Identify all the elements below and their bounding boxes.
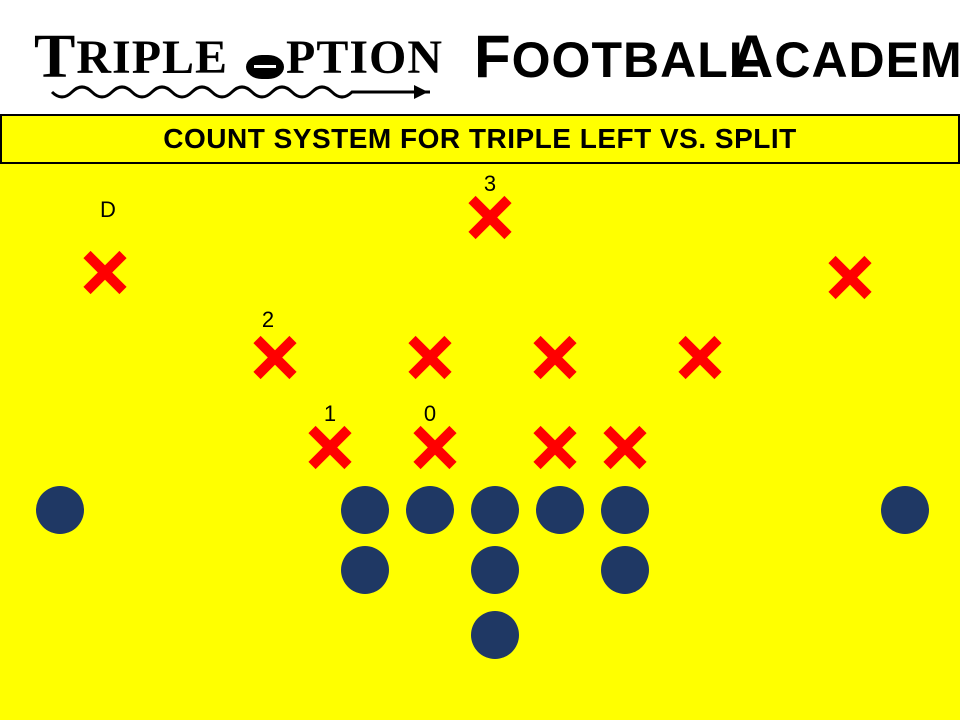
defender-dl-r2 bbox=[601, 424, 649, 477]
defender-dl-1 bbox=[306, 424, 354, 477]
logo-word-football: FOOTBALL bbox=[474, 22, 760, 91]
count-label-lbl-3: 3 bbox=[484, 171, 496, 197]
offender-lg bbox=[406, 486, 454, 534]
offender-lt bbox=[341, 486, 389, 534]
logo-rest-option: PTION bbox=[286, 31, 443, 84]
logo-word-option: PTION bbox=[246, 18, 443, 89]
defender-dl-0 bbox=[411, 424, 459, 477]
logo-rest-academy: CADEMY bbox=[774, 32, 960, 88]
football-icon bbox=[246, 55, 284, 79]
diagram-stage: TRIPLE PTION FOOTBALL ACADEMY COUNT SYST… bbox=[0, 0, 960, 720]
offender-wr-left bbox=[36, 486, 84, 534]
logo-cap-f: F bbox=[474, 23, 512, 90]
logo-rest-triple: RIPLE bbox=[76, 31, 228, 84]
defender-dl-r1 bbox=[531, 424, 579, 477]
defender-corner-left bbox=[81, 249, 129, 302]
defender-lb-mid-r bbox=[531, 334, 579, 387]
count-label-lbl-0: 0 bbox=[424, 401, 436, 427]
defender-lb-right bbox=[676, 334, 724, 387]
logo-cap-a: A bbox=[730, 23, 774, 90]
logo-word-academy: ACADEMY bbox=[730, 22, 960, 91]
offender-qb bbox=[471, 546, 519, 594]
offender-wr-right bbox=[881, 486, 929, 534]
logo-word-triple: TRIPLE bbox=[34, 18, 228, 89]
count-label-lbl-1: 1 bbox=[324, 401, 336, 427]
count-label-lbl-D: D bbox=[100, 197, 116, 223]
defender-lb-2 bbox=[251, 334, 299, 387]
logo: TRIPLE PTION FOOTBALL ACADEMY bbox=[30, 12, 930, 102]
logo-header: TRIPLE PTION FOOTBALL ACADEMY bbox=[0, 0, 960, 114]
logo-rest-football: OOTBALL bbox=[512, 32, 761, 88]
offender-slot-left bbox=[341, 546, 389, 594]
defender-lb-mid-l bbox=[406, 334, 454, 387]
offender-b-back bbox=[471, 611, 519, 659]
defender-corner-right bbox=[826, 254, 874, 307]
offender-rt bbox=[601, 486, 649, 534]
underline-arrow-icon bbox=[50, 82, 450, 106]
offender-slot-right bbox=[601, 546, 649, 594]
offender-c bbox=[471, 486, 519, 534]
count-label-lbl-2: 2 bbox=[262, 307, 274, 333]
defender-safety-3 bbox=[466, 194, 514, 247]
title-text: COUNT SYSTEM FOR TRIPLE LEFT VS. SPLIT bbox=[163, 123, 796, 155]
title-bar: COUNT SYSTEM FOR TRIPLE LEFT VS. SPLIT bbox=[0, 114, 960, 164]
offender-rg bbox=[536, 486, 584, 534]
